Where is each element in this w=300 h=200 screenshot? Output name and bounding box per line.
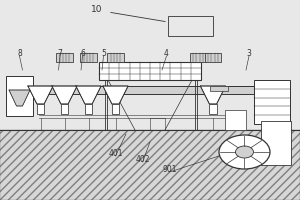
Text: 401: 401 — [108, 150, 123, 158]
Bar — [61, 104, 68, 114]
Text: 7: 7 — [58, 49, 62, 58]
Text: 6: 6 — [80, 49, 85, 58]
Polygon shape — [200, 86, 226, 104]
Bar — [56, 53, 73, 62]
Bar — [225, 110, 246, 130]
Text: 8: 8 — [17, 49, 22, 58]
Bar — [190, 53, 206, 62]
Bar — [210, 86, 228, 91]
Circle shape — [236, 146, 253, 158]
Bar — [205, 53, 221, 62]
Text: 3: 3 — [247, 49, 251, 58]
Polygon shape — [52, 86, 77, 104]
Polygon shape — [103, 86, 128, 104]
Text: 4: 4 — [164, 49, 169, 58]
Bar — [168, 16, 213, 36]
Polygon shape — [76, 86, 101, 104]
Text: 5: 5 — [101, 49, 106, 58]
Text: 901: 901 — [162, 166, 177, 174]
Text: 402: 402 — [135, 156, 150, 164]
Circle shape — [219, 135, 270, 169]
Bar — [0, 130, 300, 200]
Bar — [6, 76, 33, 116]
Bar — [261, 121, 291, 165]
Bar — [12, 86, 261, 94]
Bar — [107, 53, 124, 62]
Bar — [37, 104, 44, 114]
Bar — [80, 53, 97, 62]
Bar — [209, 104, 217, 114]
Bar — [99, 62, 201, 80]
Text: 10: 10 — [91, 5, 102, 15]
Bar — [254, 80, 290, 124]
Polygon shape — [28, 86, 53, 104]
Bar — [85, 104, 92, 114]
Polygon shape — [9, 90, 30, 106]
Bar — [112, 104, 119, 114]
